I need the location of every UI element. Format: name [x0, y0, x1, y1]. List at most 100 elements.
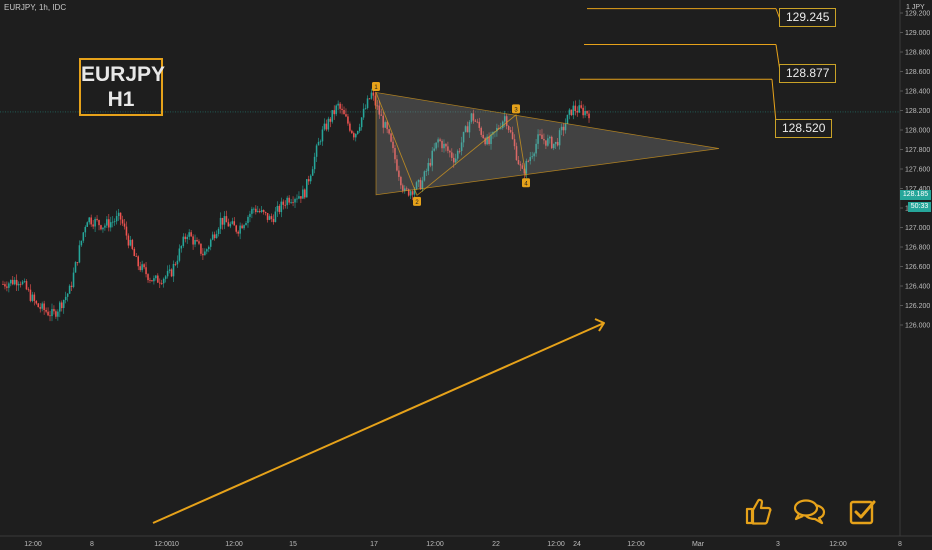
candle-body: [78, 245, 81, 263]
x-tick-label: 17: [370, 541, 378, 548]
trend-arrow-line[interactable]: [152, 322, 605, 524]
thumbs-up-icon[interactable]: [744, 496, 774, 526]
candle-body: [409, 191, 412, 196]
candle-body: [235, 225, 237, 232]
candle-body: [182, 236, 185, 246]
candle-body: [82, 232, 85, 241]
candle-body: [290, 202, 292, 203]
triangle-pattern[interactable]: [375, 92, 720, 196]
x-tick-label: 10: [171, 541, 179, 548]
pattern-point-marker[interactable]: [413, 196, 421, 206]
candle-body: [490, 134, 492, 145]
candle-body: [194, 239, 196, 245]
candle-body: [55, 311, 57, 317]
candle-body: [111, 221, 114, 223]
candle-body: [94, 218, 96, 227]
candle-body: [358, 127, 361, 131]
comments-icon[interactable]: [793, 498, 827, 526]
pattern-point-marker[interactable]: [372, 81, 380, 91]
target-label-1: 129.245: [779, 8, 837, 27]
candle-body: [178, 248, 181, 261]
candle-body: [386, 122, 388, 130]
candle-body: [149, 280, 151, 281]
candle-body: [260, 210, 263, 212]
candle-body: [578, 105, 580, 113]
candle-body: [319, 141, 322, 143]
candle-body: [208, 246, 210, 250]
candle-body: [106, 219, 108, 226]
candle-body: [86, 222, 89, 227]
candle-body: [376, 105, 379, 107]
y-tick-label: 128.200: [905, 108, 930, 115]
candle-body: [255, 208, 257, 213]
candle-body: [411, 191, 414, 195]
x-tick-label: 12:00: [829, 541, 847, 548]
candle-body: [225, 216, 228, 223]
candle-body: [521, 165, 524, 169]
candle-body: [145, 267, 147, 275]
candle-body: [304, 189, 306, 198]
candle-body: [584, 110, 586, 116]
candle-body: [482, 134, 484, 139]
candle-body: [168, 269, 171, 271]
candle-body: [223, 216, 226, 225]
candle-body: [123, 223, 126, 227]
candle-body: [127, 235, 130, 246]
x-tick-label: 24: [573, 541, 581, 548]
candle-body: [378, 105, 381, 115]
pattern-point-marker[interactable]: [512, 104, 520, 114]
candle-body: [139, 266, 141, 271]
candle-body: [515, 146, 518, 161]
candle-body: [556, 141, 559, 146]
candle-body: [329, 118, 332, 122]
candle-body: [511, 132, 514, 140]
candle-body: [327, 118, 330, 130]
candle-body: [241, 225, 243, 229]
candle-body: [133, 248, 136, 257]
candle-body: [104, 225, 106, 228]
candle-body: [325, 123, 328, 130]
y-tick-label: 128.600: [905, 69, 930, 76]
candle-body: [454, 158, 457, 163]
pattern-point-marker[interactable]: [522, 178, 530, 188]
candle-body: [415, 182, 418, 190]
candle-body: [125, 226, 128, 236]
candle-body: [323, 123, 326, 130]
candle-body: [280, 201, 283, 213]
candle-body: [402, 185, 404, 191]
x-tick-label: 8: [898, 541, 902, 548]
candle-body: [496, 127, 498, 132]
candle-body: [151, 280, 153, 282]
candle-body: [262, 210, 265, 212]
candle-body: [486, 136, 488, 145]
candle-body: [296, 198, 298, 200]
candle-body: [382, 115, 384, 128]
candle-body: [500, 127, 502, 129]
candle-body: [157, 275, 159, 283]
candle-body: [525, 160, 528, 174]
candle-body: [429, 162, 432, 166]
candle-body: [456, 150, 459, 159]
candle-body: [102, 227, 104, 230]
candle-body: [394, 148, 396, 160]
candle-body: [507, 126, 510, 131]
candle-body: [27, 289, 30, 291]
candle-body: [425, 171, 428, 172]
candle-body: [2, 284, 4, 285]
candle-body: [227, 222, 230, 227]
candle-body: [458, 150, 461, 152]
pattern-point-label: 4: [524, 181, 528, 187]
candle-body: [202, 253, 204, 256]
checkbox-icon[interactable]: [848, 497, 878, 527]
candle-body: [266, 213, 269, 220]
candle-timer-badge: 50:33: [908, 202, 931, 212]
candle-body: [166, 270, 169, 277]
candle-body: [527, 160, 530, 162]
candle-body: [137, 256, 139, 267]
candle-body: [251, 208, 253, 214]
candle-body: [343, 110, 345, 115]
candle-body: [307, 179, 310, 182]
target-label-3: 128.520: [775, 119, 833, 138]
y-tick-label: 126.800: [905, 245, 930, 252]
